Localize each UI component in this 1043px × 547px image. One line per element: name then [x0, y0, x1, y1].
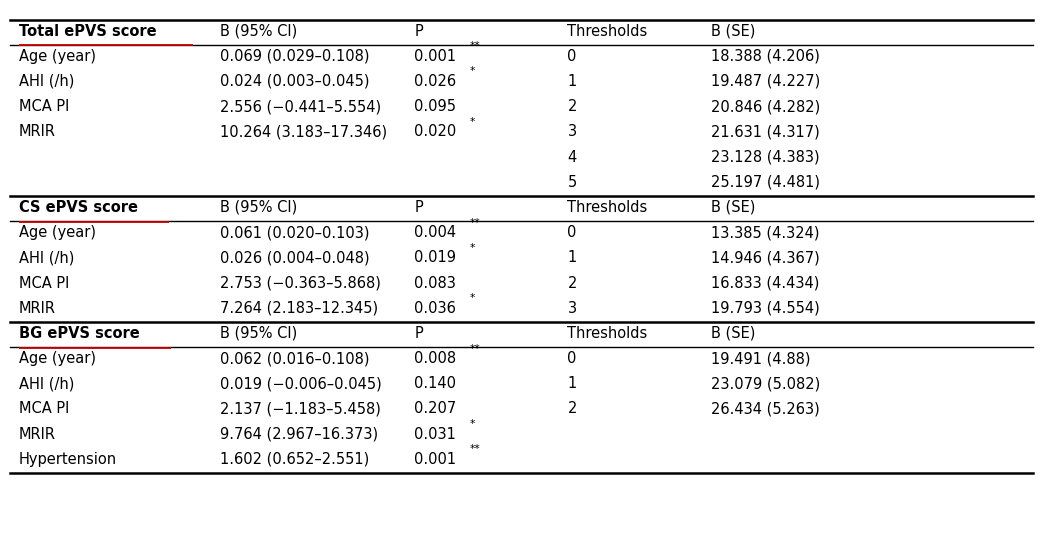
Text: 3: 3 — [567, 124, 577, 139]
Text: 5: 5 — [567, 174, 577, 190]
Text: MRIR: MRIR — [19, 427, 55, 441]
Text: *: * — [469, 293, 475, 303]
Text: 0: 0 — [567, 49, 577, 64]
Text: Thresholds: Thresholds — [567, 200, 648, 215]
Text: *: * — [469, 117, 475, 127]
Text: *: * — [469, 419, 475, 429]
Text: 2.137 (−1.183–5.458): 2.137 (−1.183–5.458) — [220, 401, 381, 416]
Text: 2: 2 — [567, 276, 577, 290]
Text: MCA PI: MCA PI — [19, 401, 69, 416]
Text: B (SE): B (SE) — [710, 326, 755, 341]
Text: 1: 1 — [567, 376, 577, 391]
Text: 0.062 (0.016–0.108): 0.062 (0.016–0.108) — [220, 351, 369, 366]
Text: 0.207: 0.207 — [414, 401, 457, 416]
Text: Hypertension: Hypertension — [19, 452, 117, 467]
Text: 2: 2 — [567, 99, 577, 114]
Text: MCA PI: MCA PI — [19, 99, 69, 114]
Text: 25.197 (4.481): 25.197 (4.481) — [710, 174, 820, 190]
Text: 1: 1 — [567, 74, 577, 89]
Text: 23.128 (4.383): 23.128 (4.383) — [710, 149, 819, 165]
Text: 9.764 (2.967–16.373): 9.764 (2.967–16.373) — [220, 427, 379, 441]
Text: 19.487 (4.227): 19.487 (4.227) — [710, 74, 820, 89]
Text: 0.001: 0.001 — [414, 452, 456, 467]
Text: MRIR: MRIR — [19, 124, 55, 139]
Text: *: * — [469, 243, 475, 253]
Text: 19.491 (4.88): 19.491 (4.88) — [710, 351, 810, 366]
Text: 7.264 (2.183–12.345): 7.264 (2.183–12.345) — [220, 301, 379, 316]
Text: 0: 0 — [567, 225, 577, 240]
Text: 1: 1 — [567, 251, 577, 265]
Text: 0.008: 0.008 — [414, 351, 456, 366]
Text: 19.793 (4.554): 19.793 (4.554) — [710, 301, 820, 316]
Text: 0.083: 0.083 — [414, 276, 456, 290]
Text: 14.946 (4.367): 14.946 (4.367) — [710, 251, 820, 265]
Text: **: ** — [469, 218, 480, 228]
Text: 10.264 (3.183–17.346): 10.264 (3.183–17.346) — [220, 124, 387, 139]
Text: 0.026: 0.026 — [414, 74, 456, 89]
Text: 1.602 (0.652–2.551): 1.602 (0.652–2.551) — [220, 452, 369, 467]
Text: 0: 0 — [567, 351, 577, 366]
Text: Age (year): Age (year) — [19, 49, 96, 64]
Text: *: * — [469, 66, 475, 77]
Text: 13.385 (4.324): 13.385 (4.324) — [710, 225, 819, 240]
Text: **: ** — [469, 344, 480, 353]
Text: 3: 3 — [567, 301, 577, 316]
Text: 0.140: 0.140 — [414, 376, 456, 391]
Text: 0.019: 0.019 — [414, 251, 456, 265]
Text: 0.020: 0.020 — [414, 124, 457, 139]
Text: P: P — [414, 24, 422, 39]
Text: 0.061 (0.020–0.103): 0.061 (0.020–0.103) — [220, 225, 369, 240]
Text: BG ePVS score: BG ePVS score — [19, 326, 140, 341]
Text: 0.036: 0.036 — [414, 301, 456, 316]
Text: **: ** — [469, 41, 480, 51]
Text: 0.095: 0.095 — [414, 99, 456, 114]
Text: B (95% CI): B (95% CI) — [220, 200, 297, 215]
Text: B (SE): B (SE) — [710, 24, 755, 39]
Text: Thresholds: Thresholds — [567, 326, 648, 341]
Text: AHI (/h): AHI (/h) — [19, 376, 74, 391]
Text: Age (year): Age (year) — [19, 351, 96, 366]
Text: 2: 2 — [567, 401, 577, 416]
Text: 0.004: 0.004 — [414, 225, 456, 240]
Text: P: P — [414, 326, 422, 341]
Text: 20.846 (4.282): 20.846 (4.282) — [710, 99, 820, 114]
Text: 0.031: 0.031 — [414, 427, 456, 441]
Text: MCA PI: MCA PI — [19, 276, 69, 290]
Text: 2.556 (−0.441–5.554): 2.556 (−0.441–5.554) — [220, 99, 381, 114]
Text: 26.434 (5.263): 26.434 (5.263) — [710, 401, 820, 416]
Text: B (95% CI): B (95% CI) — [220, 24, 297, 39]
Text: CS ePVS score: CS ePVS score — [19, 200, 138, 215]
Text: 0.069 (0.029–0.108): 0.069 (0.029–0.108) — [220, 49, 369, 64]
Text: Thresholds: Thresholds — [567, 24, 648, 39]
Text: B (SE): B (SE) — [710, 200, 755, 215]
Text: B (95% CI): B (95% CI) — [220, 326, 297, 341]
Text: 0.024 (0.003–0.045): 0.024 (0.003–0.045) — [220, 74, 369, 89]
Text: Total ePVS score: Total ePVS score — [19, 24, 156, 39]
Text: 0.001: 0.001 — [414, 49, 456, 64]
Text: 2.753 (−0.363–5.868): 2.753 (−0.363–5.868) — [220, 276, 381, 290]
Text: 18.388 (4.206): 18.388 (4.206) — [710, 49, 820, 64]
Text: AHI (/h): AHI (/h) — [19, 74, 74, 89]
Text: 16.833 (4.434): 16.833 (4.434) — [710, 276, 819, 290]
Text: **: ** — [469, 444, 480, 455]
Text: MRIR: MRIR — [19, 301, 55, 316]
Text: 21.631 (4.317): 21.631 (4.317) — [710, 124, 820, 139]
Text: 0.019 (−0.006–0.045): 0.019 (−0.006–0.045) — [220, 376, 382, 391]
Text: 4: 4 — [567, 149, 577, 165]
Text: Age (year): Age (year) — [19, 225, 96, 240]
Text: 0.026 (0.004–0.048): 0.026 (0.004–0.048) — [220, 251, 369, 265]
Text: AHI (/h): AHI (/h) — [19, 251, 74, 265]
Text: 23.079 (5.082): 23.079 (5.082) — [710, 376, 820, 391]
Text: P: P — [414, 200, 422, 215]
